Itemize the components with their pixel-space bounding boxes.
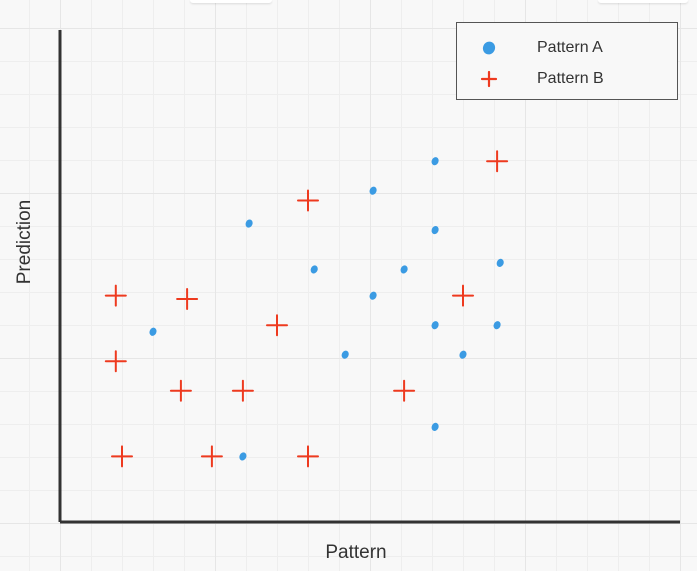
pattern-a-point	[431, 321, 439, 330]
pattern-a-point	[431, 157, 439, 166]
pattern-b-point	[452, 284, 474, 307]
x-axis-title: Pattern	[325, 542, 387, 563]
toolbar-card-right	[598, 0, 688, 3]
pattern-b-point	[297, 445, 319, 468]
legend-label-pattern-b: Pattern B	[537, 70, 604, 87]
legend-item-pattern-b: Pattern B	[457, 67, 677, 91]
pattern-a-point	[149, 327, 157, 336]
pattern-b-point	[297, 189, 319, 212]
legend-item-pattern-a: Pattern A	[457, 36, 677, 60]
pattern-a-point	[431, 422, 439, 431]
points-layer	[104, 150, 509, 468]
legend: Pattern A Pattern B	[456, 22, 678, 100]
pattern-b-point	[104, 350, 127, 373]
pattern-a-point	[400, 265, 408, 274]
red-plus-icon	[480, 70, 498, 88]
pattern-b-point	[486, 150, 509, 173]
pattern-b-point	[266, 314, 288, 337]
pattern-b-point	[169, 379, 192, 402]
pattern-a-point	[493, 321, 501, 330]
pattern-b-point	[393, 379, 416, 402]
pattern-b-point	[111, 445, 133, 468]
pattern-a-point	[369, 291, 377, 300]
pattern-a-point	[245, 219, 253, 228]
pattern-a-point	[341, 350, 349, 359]
pattern-b-point	[200, 445, 223, 468]
toolbar-card-left	[190, 0, 272, 3]
pattern-b-point	[104, 284, 127, 307]
pattern-a-point	[239, 452, 247, 461]
pattern-a-point	[431, 226, 439, 235]
pattern-b-point	[176, 287, 199, 310]
pattern-a-point	[310, 265, 318, 274]
y-axis-title: Prediction	[14, 199, 35, 285]
blue-dot-icon	[482, 41, 496, 55]
legend-label-pattern-a: Pattern A	[537, 39, 603, 56]
pattern-b-point	[231, 379, 254, 402]
pattern-a-point	[459, 350, 467, 359]
pattern-a-point	[369, 186, 377, 195]
pattern-a-point	[496, 258, 504, 267]
